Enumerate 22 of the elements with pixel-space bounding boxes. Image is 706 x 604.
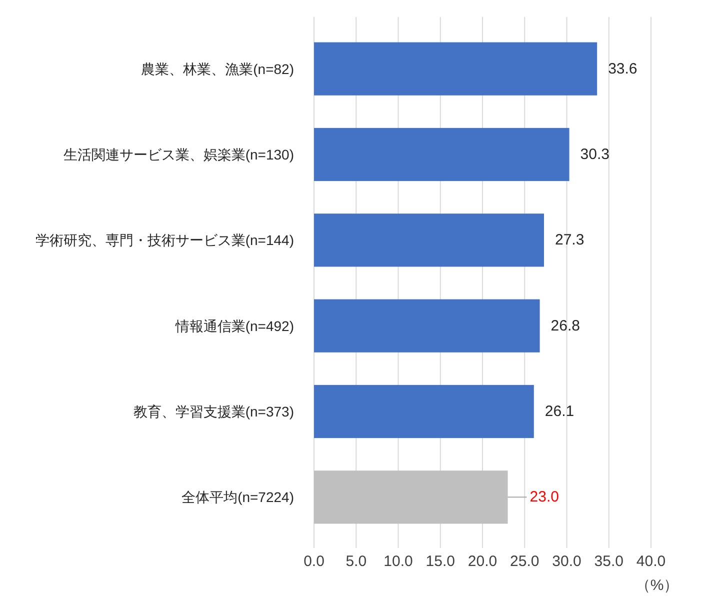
x-tick-label: 5.0 [346, 553, 367, 570]
data-label: 26.1 [544, 403, 574, 420]
x-tick-label: 0.0 [304, 553, 324, 570]
data-label: 30.3 [580, 146, 610, 163]
x-tick-label: 25.0 [510, 553, 540, 570]
y-tick-label: 農業、林業、漁業(n=82) [141, 60, 294, 77]
x-tick-label: 15.0 [426, 553, 455, 570]
data-label: 27.3 [555, 232, 584, 249]
x-tick-label: 30.0 [552, 553, 582, 570]
y-tick-label: 教育、学習支援業(n=373) [133, 404, 294, 420]
x-tick-label: 40.0 [636, 553, 666, 570]
y-tick-label: 全体平均(n=7224) [182, 489, 294, 506]
y-tick-label: 学術研究、専門・技術サービス業(n=144) [35, 232, 294, 248]
x-tick-label: 20.0 [468, 553, 498, 570]
y-tick-label: 生活関連サービス業、娯楽業(n=130) [63, 146, 294, 162]
data-label: 26.8 [550, 317, 580, 334]
y-tick-label: 情報通信業(n=492) [174, 318, 294, 334]
data-label: 33.6 [608, 60, 638, 78]
x-tick-label: 35.0 [594, 553, 624, 570]
x-tick-label: 10.0 [384, 553, 413, 570]
x-axis-title: （%） [635, 577, 679, 594]
data-label: 23.0 [530, 488, 559, 506]
